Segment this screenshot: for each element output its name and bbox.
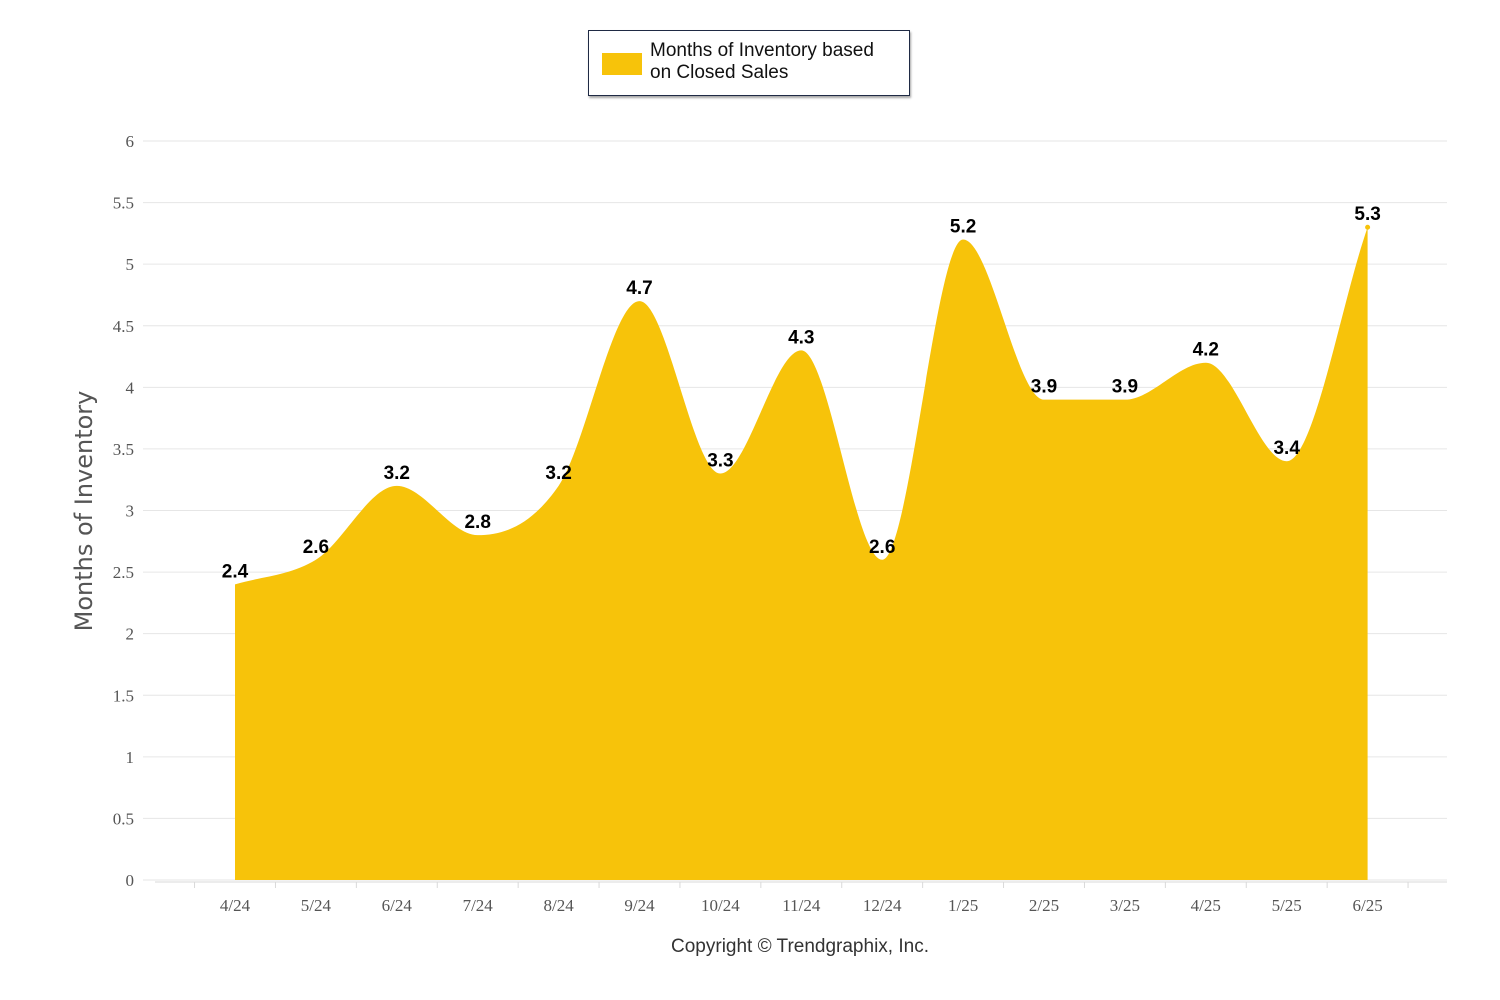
x-tick-label: 4/25 bbox=[1191, 896, 1221, 915]
copyright-footer: Copyright © Trendgraphix, Inc. bbox=[671, 936, 929, 957]
y-tick-label: 4.5 bbox=[113, 317, 134, 336]
x-tick-label: 5/25 bbox=[1272, 896, 1302, 915]
x-tick-label: 6/25 bbox=[1352, 896, 1382, 915]
data-label: 2.6 bbox=[303, 537, 329, 558]
y-tick-label: 1 bbox=[126, 748, 135, 767]
y-tick-labels: 0 0.5 1 1.5 2 2.5 3 3.5 4 4.5 5 5.5 6 bbox=[113, 132, 135, 890]
legend[interactable]: Months of Inventory based on Closed Sale… bbox=[588, 30, 910, 96]
data-label: 2.8 bbox=[464, 512, 490, 533]
y-tick-label: 0 bbox=[126, 871, 135, 890]
data-label: 2.6 bbox=[869, 537, 895, 558]
y-tick-label: 4 bbox=[126, 378, 135, 397]
data-label: 4.2 bbox=[1193, 340, 1219, 361]
legend-label-line2: on Closed Sales bbox=[650, 62, 789, 83]
y-tick-label: 3 bbox=[126, 502, 135, 521]
data-label: 3.9 bbox=[1112, 377, 1138, 398]
y-tick-label: 0.5 bbox=[113, 809, 134, 828]
axes bbox=[155, 881, 1447, 888]
y-tick-label: 1.5 bbox=[113, 686, 134, 705]
x-tick-label: 9/24 bbox=[624, 896, 655, 915]
y-tick-label: 6 bbox=[126, 132, 135, 151]
y-tick-label: 3.5 bbox=[113, 440, 134, 459]
data-label: 5.2 bbox=[950, 217, 976, 238]
legend-swatch bbox=[602, 53, 642, 75]
x-tick-label: 6/24 bbox=[382, 896, 413, 915]
y-tick-label: 2 bbox=[126, 625, 135, 644]
data-label: 3.4 bbox=[1273, 438, 1300, 459]
y-tick-label: 5.5 bbox=[113, 194, 134, 213]
x-tick-labels: 4/24 5/24 6/24 7/24 8/24 9/24 10/24 11/24 12/24 1… bbox=[220, 896, 1383, 915]
data-label: 5.3 bbox=[1354, 204, 1380, 225]
x-tick-label: 10/24 bbox=[701, 896, 740, 915]
x-tick-label: 4/24 bbox=[220, 896, 251, 915]
x-tick-label: 8/24 bbox=[543, 896, 574, 915]
data-label: 3.2 bbox=[545, 463, 571, 484]
y-axis-title: Months of Inventory bbox=[70, 391, 98, 632]
data-label: 2.4 bbox=[222, 561, 249, 582]
area-fill bbox=[235, 227, 1368, 880]
data-labels: 2.4 2.6 3.2 2.8 3.2 4.7 3.3 4.3 2.6 5.2 3.9 3.9 4.2 3… bbox=[222, 204, 1381, 582]
x-tick-label: 12/24 bbox=[863, 896, 902, 915]
x-tick-label: 3/25 bbox=[1110, 896, 1140, 915]
data-label: 4.7 bbox=[626, 278, 652, 299]
legend-label-line1: Months of Inventory based bbox=[650, 40, 874, 61]
area-series bbox=[235, 227, 1368, 880]
x-tick-label: 11/24 bbox=[782, 896, 821, 915]
data-label: 3.3 bbox=[707, 451, 733, 472]
data-point bbox=[1365, 224, 1371, 230]
y-tick-label: 5 bbox=[126, 255, 135, 274]
data-label: 3.9 bbox=[1031, 377, 1057, 398]
data-label: 4.3 bbox=[788, 327, 814, 348]
x-tick-label: 7/24 bbox=[463, 896, 494, 915]
data-label: 3.2 bbox=[384, 463, 410, 484]
legend-label: Months of Inventory based on Closed Sale… bbox=[650, 40, 900, 84]
x-tick-label: 2/25 bbox=[1029, 896, 1059, 915]
x-tick-label: 5/24 bbox=[301, 896, 332, 915]
y-tick-label: 2.5 bbox=[113, 563, 134, 582]
x-tick-label: 1/25 bbox=[948, 896, 978, 915]
